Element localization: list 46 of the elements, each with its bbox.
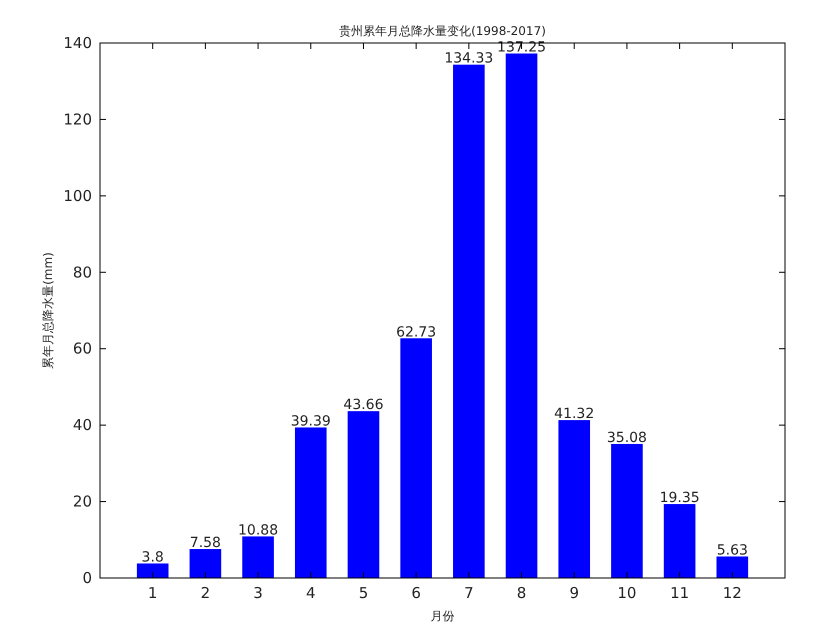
bar — [136, 563, 168, 578]
y-tick-label: 20 — [72, 492, 92, 511]
x-tick-label: 3 — [253, 584, 263, 602]
bar — [190, 549, 222, 578]
x-tick-label: 7 — [464, 584, 474, 602]
x-tick-label: 1 — [148, 584, 158, 602]
x-tick-label: 10 — [617, 584, 636, 602]
bar — [664, 504, 696, 578]
bar — [716, 556, 748, 578]
data-label: 19.35 — [660, 490, 700, 506]
data-label: 3.8 — [142, 549, 164, 566]
x-tick-label: 9 — [569, 584, 579, 602]
x-tick-label: 11 — [670, 584, 690, 602]
y-tick-label: 100 — [63, 186, 92, 205]
x-tick-label: 5 — [358, 584, 368, 602]
x-tick-label: 6 — [411, 584, 421, 602]
data-label: 43.66 — [343, 397, 384, 414]
bar — [506, 54, 538, 578]
y-tick-label: 80 — [72, 263, 92, 282]
bar — [242, 536, 274, 578]
y-tick-label: 40 — [72, 416, 92, 434]
chart-title: 贵州累年月总降水量变化(1998-2017) — [339, 24, 546, 38]
bar — [294, 427, 327, 578]
x-tick-label: 2 — [200, 584, 210, 602]
x-tick-label: 12 — [722, 584, 742, 602]
bar — [558, 420, 590, 578]
y-tick-label: 140 — [63, 34, 92, 52]
bar — [400, 338, 432, 578]
bar — [453, 64, 485, 578]
data-label: 35.08 — [606, 430, 647, 446]
data-label: 41.32 — [554, 406, 594, 422]
x-axis-title: 月份 — [430, 609, 454, 623]
x-tick-label: 8 — [516, 584, 526, 602]
data-label: 10.88 — [238, 522, 278, 538]
bar — [348, 411, 380, 578]
y-axis-title: 累年月总降水量(mm) — [41, 252, 55, 369]
data-label: 62.73 — [396, 324, 436, 340]
data-label: 5.63 — [716, 542, 748, 558]
x-tick-label: 4 — [306, 584, 316, 602]
y-tick-label: 60 — [72, 340, 92, 358]
data-label: 7.58 — [190, 535, 221, 552]
data-label: 134.33 — [444, 50, 494, 67]
data-label: 39.39 — [290, 413, 331, 430]
y-tick-label: 0 — [82, 569, 92, 587]
y-tick-label: 120 — [63, 110, 92, 128]
bar — [611, 444, 643, 578]
